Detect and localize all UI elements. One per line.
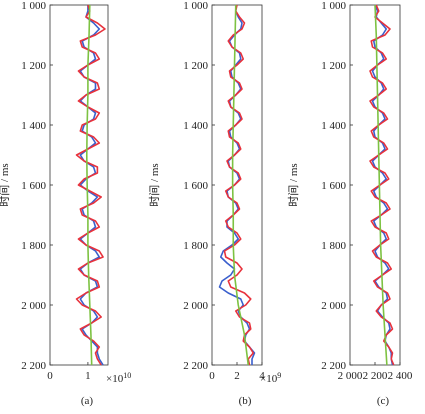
series-line — [374, 4, 388, 366]
x-scale-multiplier: ×109 — [260, 371, 281, 385]
x-tick-label: 4 — [259, 370, 265, 382]
x-scale-base: ×10 — [260, 373, 278, 385]
y-tick-label: 2 200 — [21, 360, 46, 372]
y-tick-label: 1 000 — [321, 0, 346, 12]
series-line — [231, 4, 250, 366]
y-tick-label: 1 000 — [183, 0, 208, 12]
x-scale-multiplier: ×1010 — [106, 371, 131, 385]
x-scale-exponent: 9 — [277, 371, 281, 380]
y-tick-label: 1 800 — [183, 240, 208, 252]
y-tick-label: 1 200 — [183, 60, 208, 72]
y-tick-label: 1 000 — [21, 0, 46, 12]
series-line — [223, 4, 255, 366]
x-scale-exponent: 10 — [123, 371, 131, 380]
x-tick-label: 0 — [209, 370, 215, 382]
y-tick-label: 1 200 — [21, 60, 46, 72]
x-tick-label: 2 400 — [388, 370, 413, 382]
panel-label: (c) — [377, 395, 390, 407]
y-tick-label: 1 600 — [21, 180, 46, 192]
y-tick-label: 1 400 — [21, 120, 46, 132]
y-tick-label: 1 800 — [321, 240, 346, 252]
y-tick-label: 2 000 — [321, 300, 346, 312]
x-tick-label: 2 200 — [363, 370, 388, 382]
y-tick-label: 1 600 — [183, 180, 208, 192]
y-tick-label: 1 600 — [321, 180, 346, 192]
x-tick-label: 1 — [85, 370, 91, 382]
series-line — [369, 4, 395, 366]
y-tick-label: 1 400 — [183, 120, 208, 132]
y-tick-label: 1 200 — [321, 60, 346, 72]
y-axis-label: 时间 / ms — [148, 163, 161, 206]
y-tick-label: 1 800 — [21, 240, 46, 252]
y-tick-label: 2 000 — [183, 300, 208, 312]
x-tick-label: 0 — [47, 370, 53, 382]
y-tick-label: 2 200 — [183, 360, 208, 372]
y-tick-label: 2 200 — [321, 360, 346, 372]
panel-label: (b) — [239, 395, 252, 407]
x-tick-label: 2 000 — [338, 370, 363, 382]
panel-label: (a) — [81, 395, 94, 407]
x-scale-base: ×10 — [106, 373, 124, 385]
plot-frame — [349, 4, 401, 366]
y-axis-label: 时间 / ms — [0, 163, 11, 206]
y-axis-label: 时间 / ms — [287, 163, 300, 206]
y-tick-label: 1 400 — [321, 120, 346, 132]
y-tick-label: 2 000 — [21, 300, 46, 312]
series-line — [85, 4, 93, 366]
x-tick-label: 2 — [234, 370, 240, 382]
